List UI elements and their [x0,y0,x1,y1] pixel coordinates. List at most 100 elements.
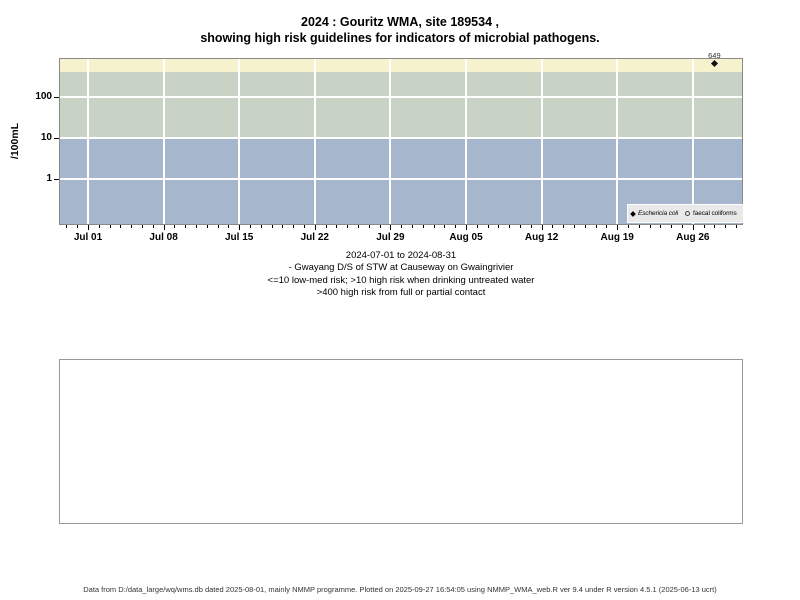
x-tick-minor [347,225,349,228]
x-tick-minor [682,225,683,228]
x-tick-minor [455,225,457,228]
x-tick-minor [476,225,478,228]
open-circle-icon [685,211,691,216]
y-tick [54,138,59,139]
x-tick-minor [714,225,716,228]
caption-risk-note-1: <=10 low-med risk; >10 high risk when dr… [267,274,535,286]
h-gridline [60,96,742,98]
x-tick-minor [487,225,489,228]
y-tick-label: 10 [40,132,52,143]
x-tick-minor [530,225,532,228]
x-tick-label: Jul 29 [376,232,405,243]
x-tick-minor [660,225,662,228]
chart-title-line-2: showing high risk guidelines for indicat… [200,31,600,45]
x-tick-minor [628,225,629,228]
x-tick-minor [293,225,295,228]
x-tick-minor [358,225,359,228]
x-tick-minor [98,225,100,228]
x-tick-minor [109,225,111,228]
x-tick-label: Aug 12 [524,232,559,243]
x-tick-minor [520,225,521,228]
x-tick-minor [401,225,403,228]
x-tick [390,225,392,230]
x-tick [314,225,316,230]
x-tick-minor [638,225,640,228]
x-tick-minor [66,225,68,228]
chart-title: 2024 : Gouritz WMA, site 189534 , showin… [0,14,800,46]
x-tick [617,225,619,230]
v-gridline [162,59,165,224]
y-axis-label: /100mL [9,122,21,160]
chart-title-line-1: 2024 : Gouritz WMA, site 189534 , [301,15,499,29]
legend-label-faecal-coliforms: faecal coliforms [693,210,737,217]
x-tick-minor [260,225,262,228]
v-gridline [87,59,89,224]
v-gridline [238,59,241,224]
x-tick-label: Jul 22 [300,232,329,243]
h-gridline [60,137,742,139]
v-gridline [616,59,619,224]
x-tick [239,225,241,230]
x-tick-minor [584,225,586,228]
x-tick-minor [325,225,327,228]
y-tick [54,97,59,98]
x-tick-minor [336,225,338,228]
x-tick-minor [563,225,565,228]
x-tick-minor [422,225,424,228]
x-tick-minor [498,225,500,228]
x-tick-minor [552,225,554,228]
x-tick-minor [152,225,154,228]
x-tick-minor [606,225,608,228]
x-tick-minor [725,225,727,228]
x-tick-minor [368,225,370,228]
x-tick-minor [444,225,446,228]
x-tick [466,225,467,230]
x-tick [88,225,89,230]
x-tick-minor [228,225,230,228]
x-tick-minor [433,225,435,228]
x-tick-minor [174,225,176,228]
x-tick-minor [250,225,251,228]
y-tick-label: 100 [35,91,52,102]
v-gridline [389,59,392,224]
x-tick [163,225,165,230]
h-gridline [60,178,742,180]
x-tick-label: Aug 26 [676,232,710,243]
legend-label-ecoli: Eschericia coli [638,210,679,217]
x-tick-minor [595,225,597,228]
data-point-label: 649 [708,50,721,60]
filled-diamond-icon [630,210,636,217]
x-tick-minor [509,225,511,228]
footer-text: Data from D:/data_large/wq/wms.db dated … [83,585,717,594]
v-gridline [691,59,694,224]
x-tick-minor [142,225,143,228]
x-tick-minor [120,225,122,228]
risk-band-1 [60,72,742,138]
x-tick-label: Aug 05 [449,232,483,243]
x-tick-minor [271,225,273,228]
x-tick [692,225,694,230]
x-tick-minor [304,225,305,228]
chart-caption: 2024-07-01 to 2024-08-31 - Gwayang D/S o… [59,250,743,299]
legend: Eschericia coli faecal coliforms [627,204,744,223]
x-tick-minor [736,225,737,228]
x-tick-minor [412,225,413,228]
x-tick-minor [185,225,187,228]
x-tick-label: Jul 01 [73,232,103,243]
y-tick [54,179,59,180]
x-tick-label: Jul 15 [225,232,254,243]
risk-band-0 [60,59,742,73]
x-tick-minor [206,225,208,228]
v-gridline [540,59,543,224]
x-tick-minor [131,225,133,228]
x-tick-minor [649,225,651,228]
x-tick-minor [196,225,197,228]
caption-site-description: - Gwayang D/S of STW at Causeway on Gwai… [288,262,514,274]
v-gridline [313,59,316,224]
x-tick [541,225,543,230]
x-tick-label: Jul 08 [149,232,178,243]
caption-date-range: 2024-07-01 to 2024-08-31 [345,250,457,261]
empty-panel [59,359,743,524]
x-tick-minor [77,225,79,228]
